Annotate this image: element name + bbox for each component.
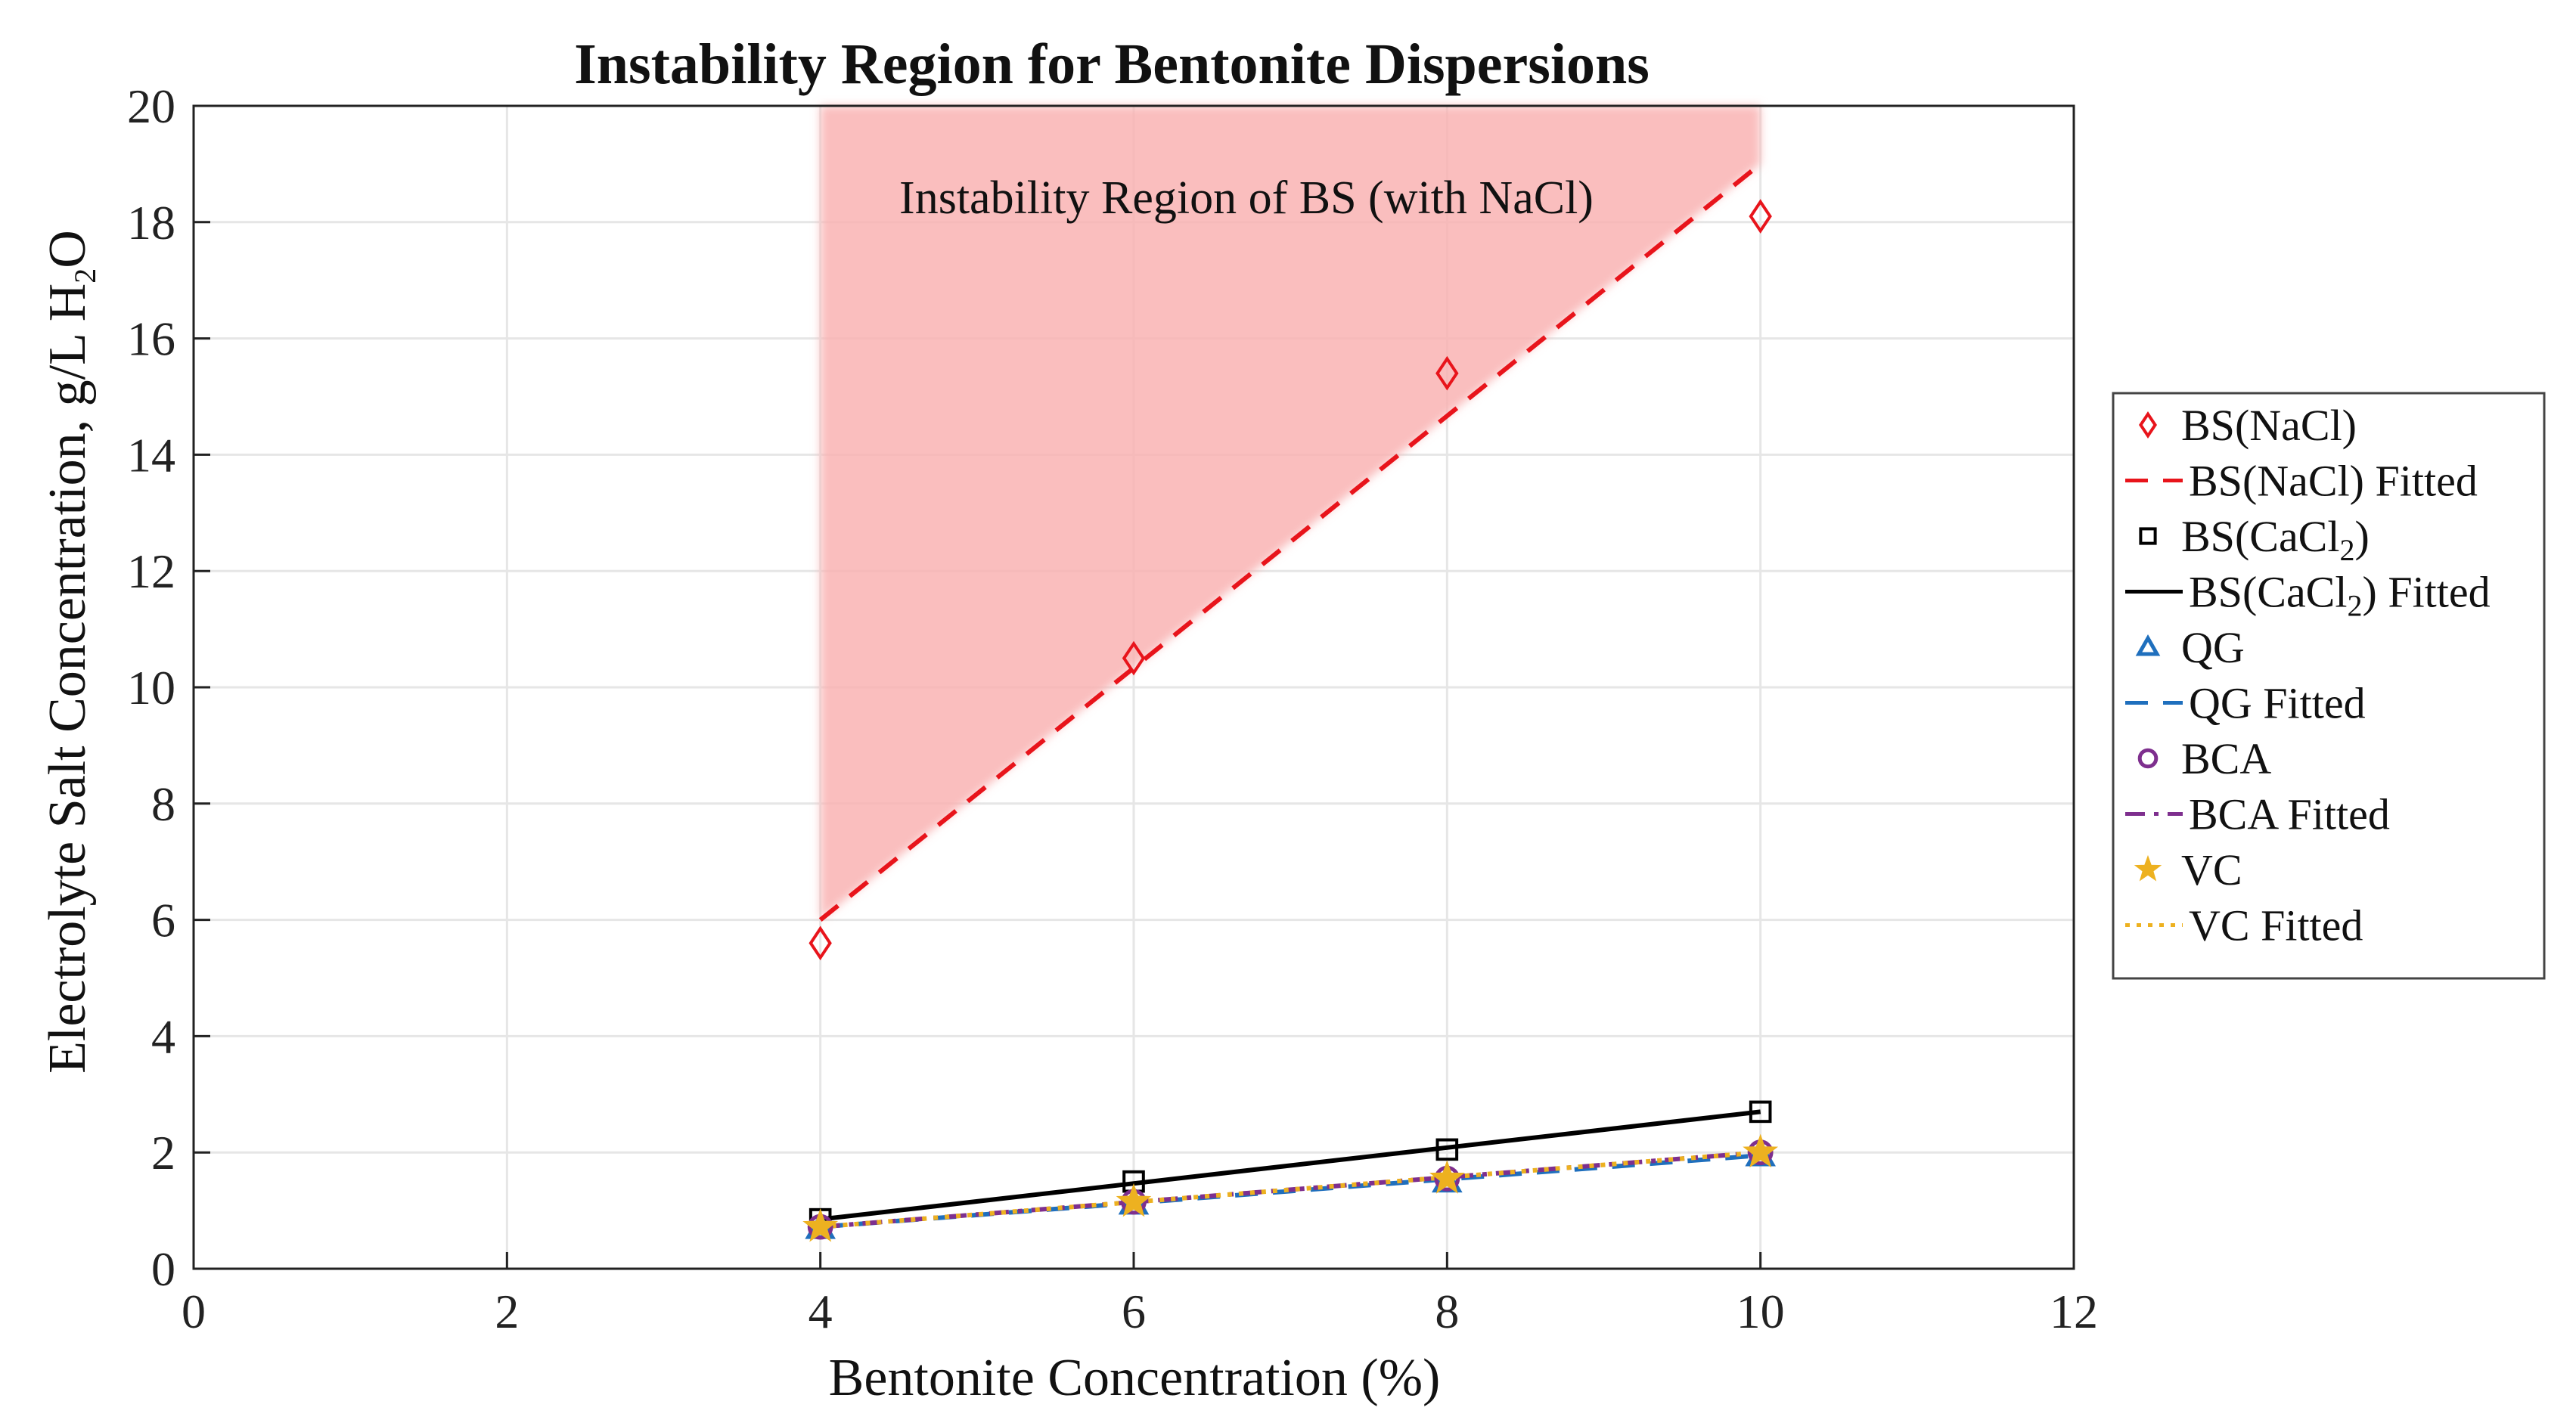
x-tick-label: 10 bbox=[1736, 1285, 1785, 1338]
chart-title: Instability Region for Bentonite Dispers… bbox=[574, 33, 1650, 96]
legend-label-sub: 2 bbox=[2340, 533, 2355, 567]
legend-label: BS(NaCl) Fitted bbox=[2189, 457, 2478, 506]
legend-label: QG Fitted bbox=[2189, 679, 2366, 728]
legend-label: BS(NaCl) bbox=[2181, 401, 2357, 450]
x-tick-label: 2 bbox=[495, 1285, 519, 1338]
legend-label: VC Fitted bbox=[2189, 901, 2363, 950]
legend-item: BCA bbox=[2137, 734, 2271, 783]
legend-marker bbox=[2138, 411, 2158, 439]
x-axis-label: Bentonite Concentration (%) bbox=[829, 1349, 1441, 1407]
data-point-bs-cacl2- bbox=[1435, 1138, 1459, 1161]
fit-line-bs-cacl2-fitted bbox=[820, 1109, 1761, 1222]
legend-label: BCA bbox=[2181, 734, 2271, 783]
legend-marker bbox=[2139, 527, 2157, 545]
x-tick-label: 12 bbox=[2050, 1285, 2098, 1338]
legend-label: BCA Fitted bbox=[2189, 790, 2390, 839]
fit-line-bca-fitted bbox=[820, 1150, 1761, 1229]
legend: BS(NaCl)BS(NaCl) FittedBS(CaCl2)BS(CaCl2… bbox=[2112, 392, 2546, 980]
y-tick-label: 8 bbox=[151, 777, 175, 831]
data-point-bs-nacl- bbox=[1122, 640, 1146, 676]
legend-item: VC Fitted bbox=[2125, 901, 2363, 950]
legend-label-main: BS(CaCl bbox=[2181, 512, 2340, 561]
data-point-bs-cacl2- bbox=[1749, 1100, 1772, 1124]
y-tick-label: 6 bbox=[151, 894, 175, 947]
y-tick-label: 14 bbox=[127, 428, 175, 482]
legend-label: QG bbox=[2181, 623, 2245, 672]
y-tick-label: 18 bbox=[127, 196, 175, 250]
y-tick-label: 20 bbox=[127, 79, 175, 133]
legend-label-sub: 2 bbox=[2348, 589, 2363, 623]
x-tick-label: 4 bbox=[808, 1285, 833, 1338]
data-point-bs-nacl- bbox=[1749, 199, 1772, 234]
data-point-vc bbox=[1743, 1133, 1779, 1168]
legend-item: BCA Fitted bbox=[2125, 790, 2390, 839]
y-tick-label: 10 bbox=[127, 661, 175, 715]
y-axis-label-sub: 2 bbox=[68, 268, 102, 284]
data-point-vc bbox=[802, 1208, 839, 1242]
legend-item: BS(NaCl) Fitted bbox=[2125, 457, 2478, 506]
instability-region-layer bbox=[820, 106, 1761, 920]
legend-item: BS(NaCl) bbox=[2138, 401, 2357, 450]
y-axis-label-main: Electrolyte Salt Concentration, g/L H bbox=[39, 284, 97, 1074]
y-tick-label: 12 bbox=[127, 544, 175, 598]
data-point-bs-nacl- bbox=[808, 925, 832, 961]
fit-line-vc-fitted bbox=[820, 1150, 1761, 1229]
y-tick-label: 0 bbox=[151, 1242, 175, 1296]
instability-region bbox=[820, 106, 1761, 920]
legend-label: VC bbox=[2181, 845, 2242, 894]
data-point-vc bbox=[1116, 1183, 1152, 1217]
legend-label-tail: ) bbox=[2355, 512, 2370, 561]
legend-box bbox=[2112, 392, 2546, 980]
region-annotation: Instability Region of BS (with NaCl) bbox=[899, 172, 1594, 224]
x-tick-label: 0 bbox=[182, 1285, 206, 1338]
legend-item: VC bbox=[2134, 845, 2242, 894]
legend-item: BS(CaCl2) bbox=[2139, 512, 2370, 567]
y-axis-label: Electrolyte Salt Concentration, g/L H2O bbox=[39, 230, 102, 1074]
legend-marker bbox=[2137, 748, 2159, 769]
fit-line-bs-nacl-fitted bbox=[818, 162, 1762, 922]
data-point-vc bbox=[1429, 1160, 1465, 1194]
legend-marker bbox=[2135, 634, 2161, 656]
data-point-bs-nacl- bbox=[1435, 355, 1459, 391]
y-tick-label: 4 bbox=[151, 1009, 175, 1063]
y-tick-label: 16 bbox=[127, 312, 175, 366]
axes: 0 2 4 6 8 10 12 0 2 4 6 8 10 12 14 16 18 20 bbox=[127, 79, 2098, 1338]
x-tick-label: 8 bbox=[1435, 1285, 1459, 1338]
legend-label-main: BS(CaCl bbox=[2189, 568, 2348, 617]
legend-marker bbox=[2134, 854, 2162, 882]
y-axis-label-tail: O bbox=[39, 230, 97, 268]
x-tick-label: 6 bbox=[1122, 1285, 1146, 1338]
series-layer bbox=[802, 162, 1779, 1242]
legend-item: QG bbox=[2135, 623, 2245, 672]
legend-label-tail: ) Fitted bbox=[2363, 568, 2491, 617]
legend-item: BS(CaCl2) Fitted bbox=[2125, 568, 2491, 623]
y-tick-label: 2 bbox=[151, 1126, 175, 1180]
legend-label: BS(CaCl2) Fitted bbox=[2189, 568, 2491, 623]
legend-label: BS(CaCl2) bbox=[2181, 512, 2370, 567]
legend-item: QG Fitted bbox=[2125, 679, 2366, 728]
